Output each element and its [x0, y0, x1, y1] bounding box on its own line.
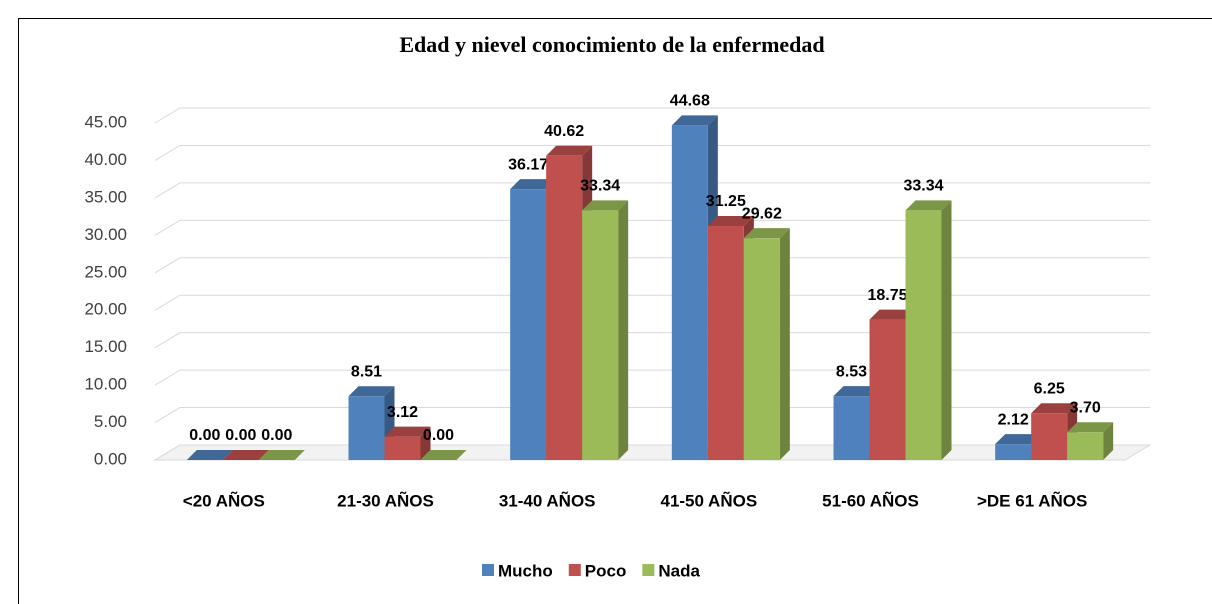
x-tick-label: >DE 61 AÑOS — [977, 490, 1087, 510]
bar-side — [618, 200, 629, 461]
y-tick-label: 35.00 — [84, 187, 127, 206]
y-tick-label: 25.00 — [84, 262, 127, 281]
bar-side — [779, 228, 790, 460]
bar — [995, 444, 1032, 460]
bar-side — [1103, 422, 1114, 460]
value-label: 8.53 — [836, 363, 867, 380]
value-label: 18.75 — [867, 287, 907, 304]
value-label: 40.62 — [544, 123, 584, 140]
bar-top — [258, 450, 305, 460]
bar — [1031, 413, 1068, 460]
x-tick-label: 21-30 AÑOS — [337, 490, 434, 510]
legend-swatch — [482, 564, 494, 576]
bar-top — [743, 228, 790, 239]
grid-line — [154, 219, 1150, 236]
bar-top — [905, 200, 952, 211]
x-tick-label: <20 AÑOS — [183, 490, 265, 510]
bar-top — [420, 450, 467, 460]
grid-line — [154, 182, 1150, 199]
value-label: 8.51 — [351, 363, 382, 380]
bar-top — [833, 386, 880, 397]
bar-top — [671, 115, 718, 126]
value-label: 3.70 — [1070, 400, 1101, 417]
grid-line — [154, 332, 1150, 349]
bar — [384, 436, 421, 460]
y-tick-label: 5.00 — [94, 412, 127, 431]
value-label: 0.00 — [423, 427, 454, 444]
bar — [743, 238, 780, 460]
legend-label: Poco — [585, 561, 627, 580]
bar-top — [384, 426, 431, 437]
grid-line — [154, 107, 1150, 124]
value-label: 33.34 — [903, 178, 943, 195]
bar-top — [222, 450, 269, 460]
bar-top — [186, 450, 233, 460]
value-label: 29.62 — [742, 205, 782, 222]
bar-side — [420, 426, 431, 460]
x-tick-label: 31-40 AÑOS — [499, 490, 596, 510]
legend-swatch — [568, 564, 581, 576]
bar-top — [995, 434, 1042, 445]
value-label: 2.12 — [998, 411, 1029, 428]
y-tick-label: 10.00 — [84, 375, 127, 394]
grid-line — [154, 144, 1150, 161]
y-tick-label: 15.00 — [84, 337, 127, 356]
value-label: 6.25 — [1034, 380, 1065, 397]
bar — [348, 396, 385, 460]
value-label: 33.34 — [580, 178, 620, 195]
value-label: 3.12 — [387, 404, 418, 421]
y-tick-label: 40.00 — [84, 150, 127, 169]
bar — [671, 125, 708, 460]
grid-line — [154, 444, 1150, 461]
x-tick-label: 41-50 AÑOS — [660, 490, 757, 510]
value-label: 31.25 — [706, 193, 746, 210]
value-label: 0.00 — [225, 427, 256, 444]
legend-label: Mucho — [498, 561, 553, 580]
bar — [582, 210, 619, 460]
bar-top — [546, 145, 593, 156]
bar-top — [707, 215, 754, 226]
value-label: 0.00 — [189, 427, 220, 444]
bar-top — [582, 200, 629, 211]
bar — [546, 155, 583, 460]
y-tick-label: 30.00 — [84, 225, 127, 244]
y-tick-label: 0.00 — [94, 449, 127, 468]
bar — [510, 189, 547, 460]
value-label: 44.68 — [670, 93, 710, 110]
legend-swatch — [642, 564, 655, 576]
bar — [833, 396, 870, 460]
bar — [905, 210, 942, 460]
legend-label: Nada — [658, 561, 700, 580]
grid-line — [154, 407, 1150, 423]
bar — [1067, 432, 1104, 460]
y-tick-label: 20.00 — [84, 300, 127, 319]
bar — [869, 319, 906, 460]
bar-top — [510, 179, 557, 190]
bar-top — [1031, 403, 1078, 414]
chart-title: Edad y nievel conocimiento de la enferme… — [399, 32, 824, 57]
grid-line — [154, 369, 1150, 386]
x-tick-label: 51-60 AÑOS — [822, 490, 919, 510]
grid-line — [154, 294, 1150, 311]
value-label: 36.17 — [508, 156, 548, 173]
bar-top — [1067, 422, 1114, 433]
bar-side — [941, 200, 952, 461]
grid-line — [154, 257, 1150, 274]
bar-top — [348, 386, 395, 397]
y-tick-label: 45.00 — [84, 112, 127, 131]
bar-top — [869, 309, 916, 320]
bar — [707, 225, 744, 460]
value-label: 0.00 — [261, 427, 292, 444]
